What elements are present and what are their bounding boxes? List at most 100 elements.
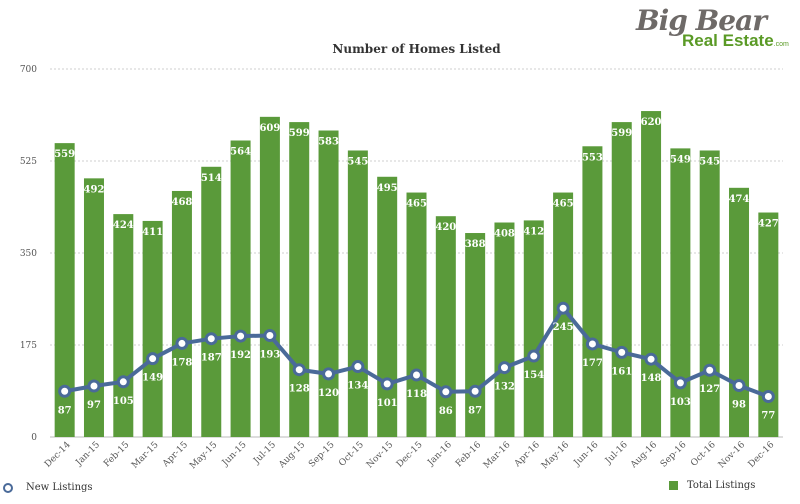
- bar: [494, 222, 515, 437]
- bar: [670, 148, 691, 437]
- bar: [699, 150, 720, 437]
- bar-value-label: 468: [172, 197, 193, 208]
- bar-value-label: 564: [230, 146, 251, 157]
- y-tick-label: 525: [20, 157, 37, 167]
- bar-marker-icon: [669, 481, 678, 490]
- bar: [377, 176, 398, 437]
- brand-logo: Big Bear Real Estate.com: [636, 4, 789, 54]
- bar: [171, 190, 192, 437]
- bar-value-label: 599: [289, 128, 310, 139]
- line-value-label: 134: [347, 381, 368, 392]
- bar: [582, 146, 603, 437]
- bar-value-label: 411: [142, 227, 163, 238]
- line-point: [585, 337, 599, 351]
- legend-new-listings: New Listings: [2, 480, 93, 494]
- line-point: [615, 345, 629, 359]
- logo-suffix: .com: [773, 41, 789, 48]
- line-point: [703, 363, 717, 377]
- bar-value-label: 420: [435, 222, 456, 233]
- bar-value-label: 609: [259, 123, 280, 134]
- x-tick-label: Aug-15: [277, 440, 308, 471]
- x-tick-label: Nov-15: [365, 440, 396, 471]
- bar-value-label: 583: [318, 137, 339, 148]
- legend-new-listings-label: New Listings: [26, 481, 93, 493]
- line-value-label: 118: [406, 389, 427, 400]
- line-value-label: 192: [230, 350, 251, 361]
- x-tick-label: Dec-14: [43, 440, 73, 470]
- bar-value-label: 465: [406, 199, 427, 210]
- bar-value-label: 545: [347, 156, 368, 167]
- line-value-label: 187: [201, 353, 222, 364]
- bar-value-label: 492: [84, 184, 105, 195]
- line-value-label: 149: [142, 373, 163, 384]
- bar: [142, 220, 163, 437]
- x-tick-label: Apr-16: [512, 440, 542, 470]
- line-value-label: 77: [761, 411, 775, 422]
- bar: [406, 192, 427, 437]
- x-tick-label: Sep-15: [307, 440, 337, 470]
- x-tick-label: Aug-16: [628, 440, 659, 471]
- bar: [289, 122, 310, 438]
- y-tick-label: 0: [31, 433, 37, 443]
- line-value-label: 148: [641, 373, 662, 384]
- line-value-label: 128: [289, 384, 310, 395]
- line-point: [439, 385, 453, 399]
- bar-value-label: 424: [113, 220, 134, 231]
- x-tick-label: Jun-16: [572, 440, 601, 469]
- x-tick-label: Mar-16: [482, 440, 513, 471]
- line-point: [322, 367, 336, 381]
- line-value-label: 154: [523, 370, 544, 381]
- x-tick-label: May-15: [188, 440, 219, 471]
- logo-script-text: Big Bear: [636, 4, 767, 37]
- y-tick-label: 350: [20, 249, 37, 259]
- x-tick-label: Jan-16: [425, 440, 454, 469]
- line-point: [87, 379, 101, 393]
- line-point: [761, 390, 775, 404]
- line-point: [263, 329, 277, 343]
- y-tick-label: 175: [20, 341, 37, 351]
- bar: [611, 122, 632, 438]
- line-value-label: 177: [582, 358, 603, 369]
- line-point: [644, 352, 658, 366]
- line-point: [204, 332, 218, 346]
- line-point: [732, 378, 746, 392]
- logo-subtitle-text: Real Estate: [682, 31, 774, 50]
- line-point: [497, 361, 511, 375]
- bar: [318, 130, 339, 437]
- legend-total-listings-label: Total Listings: [687, 480, 756, 491]
- line-value-label: 245: [553, 322, 574, 333]
- line-value-label: 87: [468, 405, 482, 416]
- line-value-label: 87: [58, 405, 72, 416]
- line-point: [527, 349, 541, 363]
- bar: [347, 150, 368, 437]
- x-tick-label: Apr-15: [160, 440, 190, 470]
- line-value-label: 101: [377, 398, 398, 409]
- line-point: [468, 384, 482, 398]
- bar-value-label: 545: [699, 156, 720, 167]
- x-tick-label: Jul-15: [251, 440, 278, 467]
- line-value-label: 161: [611, 366, 632, 377]
- line-marker-icon: [2, 480, 16, 494]
- x-tick-label: Feb-15: [102, 440, 131, 469]
- bar: [54, 143, 75, 437]
- line-value-label: 132: [494, 382, 515, 393]
- line-point: [292, 363, 306, 377]
- bar-value-label: 559: [54, 149, 75, 160]
- bar-value-label: 388: [465, 239, 486, 250]
- x-tick-label: Oct-15: [337, 440, 366, 469]
- bar-value-label: 495: [377, 183, 398, 194]
- line-value-label: 103: [670, 397, 691, 408]
- x-tick-label: Feb-16: [454, 440, 483, 469]
- line-point: [351, 360, 365, 374]
- legend-total-listings: Total Listings: [669, 480, 755, 491]
- chart-title: Number of Homes Listed: [332, 42, 501, 56]
- x-tick-label: Mar-15: [130, 440, 161, 471]
- x-tick-label: Oct-16: [689, 440, 718, 469]
- line-point: [410, 368, 423, 382]
- bar: [259, 116, 280, 437]
- line-point: [175, 336, 189, 350]
- bar-value-label: 408: [494, 229, 515, 240]
- bar-value-label: 549: [670, 154, 691, 165]
- line-point: [380, 377, 394, 391]
- bar-value-label: 599: [611, 128, 632, 139]
